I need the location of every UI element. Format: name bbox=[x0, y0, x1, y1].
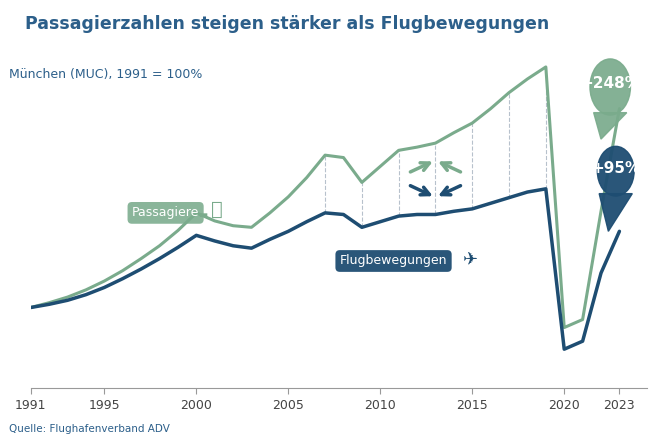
Text: Passagiere: Passagiere bbox=[132, 206, 199, 220]
Text: ⛹: ⛹ bbox=[211, 200, 223, 219]
Polygon shape bbox=[599, 194, 632, 231]
Text: ▬: ▬ bbox=[198, 210, 207, 220]
Text: Quelle: Flughafenverband ADV: Quelle: Flughafenverband ADV bbox=[9, 424, 169, 434]
Text: +95%: +95% bbox=[591, 161, 640, 176]
Ellipse shape bbox=[590, 59, 630, 115]
Text: München (MUC), 1991 = 100%: München (MUC), 1991 = 100% bbox=[9, 68, 202, 81]
Text: Passagierzahlen steigen stärker als Flugbewegungen: Passagierzahlen steigen stärker als Flug… bbox=[24, 15, 549, 33]
Ellipse shape bbox=[597, 147, 634, 196]
Text: +248%: +248% bbox=[580, 76, 640, 91]
Text: Flugbewegungen: Flugbewegungen bbox=[340, 254, 448, 268]
Polygon shape bbox=[594, 113, 627, 139]
Text: ✈: ✈ bbox=[463, 252, 478, 270]
